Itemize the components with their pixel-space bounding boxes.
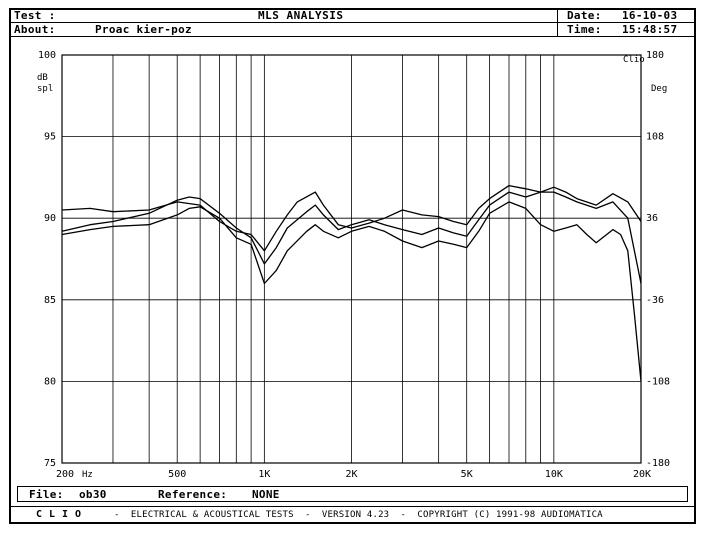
page-title: MLS ANALYSIS xyxy=(258,9,344,22)
x-tick-label: 10K xyxy=(545,469,563,480)
file-value: ob30 xyxy=(79,488,107,501)
y-axis-label-left-spl: spl xyxy=(37,84,53,94)
date-label: Date: xyxy=(567,9,602,22)
footer-text: - ELECTRICAL & ACOUSTICAL TESTS - VERSIO… xyxy=(114,510,603,520)
y-axis-left-ticks: 75 80 85 90 95 100 xyxy=(38,50,56,469)
x-axis-label: Hz xyxy=(82,470,93,480)
about-label: About: xyxy=(14,23,56,36)
x-tick-label: 5K xyxy=(461,469,473,480)
footer-divider xyxy=(11,506,694,507)
test-label: Test : xyxy=(14,9,56,22)
y-tick-label-right: -36 xyxy=(646,295,664,306)
y-grid xyxy=(62,136,641,382)
series-line-1 xyxy=(61,191,642,284)
y-tick-label-right: 36 xyxy=(646,213,658,224)
footer-brand: CLIO xyxy=(36,509,89,520)
y-tick-label-left: 85 xyxy=(44,295,56,306)
x-grid xyxy=(112,55,555,463)
y-tick-label-right: -108 xyxy=(646,376,670,387)
window-frame xyxy=(9,8,696,524)
y-tick-label-left: 90 xyxy=(44,213,56,224)
y-tick-label-left: 95 xyxy=(44,132,56,143)
time-value: 15:48:57 xyxy=(622,23,678,36)
y-tick-label-right: 108 xyxy=(646,132,664,143)
series-line-3 xyxy=(61,201,642,382)
x-tick-label: 200 xyxy=(56,469,74,480)
time-label: Time: xyxy=(567,23,602,36)
x-tick-label: 20K xyxy=(633,469,651,480)
date-value: 16-10-03 xyxy=(622,9,678,22)
plot-area-border xyxy=(61,54,642,464)
x-axis-ticks: 200 500 1K 2K 5K 10K 20K xyxy=(56,469,651,480)
header-vertical-divider xyxy=(557,9,558,36)
x-tick-label: 1K xyxy=(258,469,270,480)
reference-label: Reference: xyxy=(158,488,228,501)
series-layer xyxy=(61,184,642,382)
file-label: File: xyxy=(29,488,64,501)
y-axis-label-right: Deg xyxy=(651,84,667,94)
y-tick-label-left: 75 xyxy=(44,458,56,469)
file-info-bar xyxy=(17,486,688,502)
x-tick-label: 500 xyxy=(168,469,186,480)
y-tick-label-left: 100 xyxy=(38,50,56,61)
reference-value: NONE xyxy=(252,488,280,501)
header-divider-1 xyxy=(11,22,694,23)
y-axis-label-left-db: dB xyxy=(37,73,48,83)
header-divider-2 xyxy=(11,36,694,37)
x-tick-label: 2K xyxy=(345,469,357,480)
y-tick-label-right: 180 xyxy=(646,50,664,61)
series-line-2 xyxy=(61,184,642,252)
y-tick-label-left: 80 xyxy=(44,376,56,387)
y-tick-label-right: -180 xyxy=(646,458,670,469)
clio-corner-label: Clio xyxy=(623,55,645,65)
y-axis-right-ticks: -180 -108 -36 36 108 180 xyxy=(646,50,670,469)
about-value: Proac kier-poz xyxy=(95,23,192,36)
